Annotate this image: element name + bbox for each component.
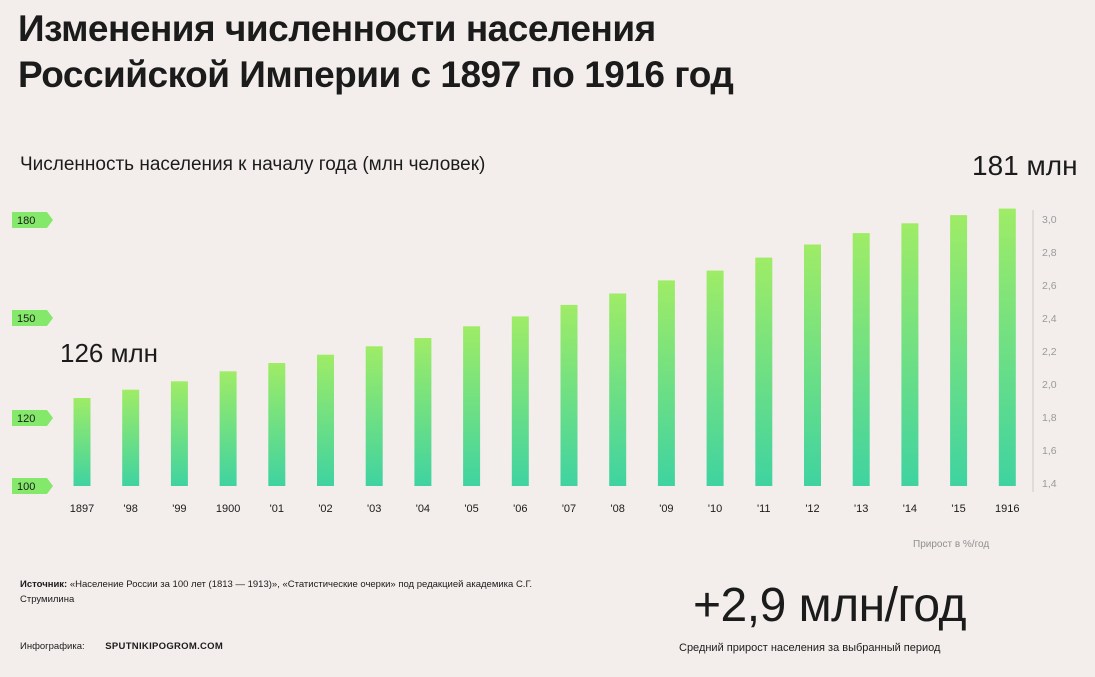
- x-tick-label-9: '06: [513, 503, 527, 515]
- bar-6: [365, 346, 383, 486]
- bar-7: [414, 338, 432, 486]
- bar-17: [901, 223, 919, 487]
- bar-10: [560, 304, 578, 486]
- right-axis-tick-label-3: 2,0: [1042, 379, 1057, 391]
- bar-12: [657, 280, 675, 486]
- left-axis-tick-label-3: 180: [17, 215, 35, 227]
- growth-caption: Средний прирост населения за выбранный п…: [679, 642, 941, 654]
- left-axis-badge-1: [12, 410, 53, 426]
- left-axis-tick-2: 150: [12, 310, 53, 326]
- bar-16: [852, 233, 870, 486]
- bar-5: [317, 354, 334, 486]
- x-tick-label-4: '01: [270, 503, 284, 515]
- x-tick-label-5: '02: [318, 503, 332, 515]
- source-note: Источник: «Население России за 100 лет (…: [20, 577, 560, 607]
- x-tick-label-16: '13: [854, 503, 868, 515]
- x-tick-label-6: '03: [367, 503, 381, 515]
- right-axis-tick-label-2: 1,8: [1042, 412, 1057, 424]
- left-axis-tick-3: 180: [12, 212, 53, 228]
- right-axis-title: Прирост в %/год: [913, 539, 990, 550]
- left-axis-tick-label-1: 120: [17, 413, 35, 425]
- x-tick-label-7: '04: [416, 503, 430, 515]
- x-tick-label-12: '09: [659, 503, 673, 515]
- x-tick-label-14: '11: [757, 503, 771, 515]
- bar-11: [609, 293, 627, 486]
- left-axis-tick-0: 100: [12, 478, 53, 494]
- x-tick-label-8: '05: [464, 503, 478, 515]
- right-axis-tick-label-1: 1,6: [1042, 445, 1057, 457]
- bar-15: [804, 244, 821, 486]
- left-axis-badge-2: [12, 310, 53, 326]
- bar-8: [463, 326, 481, 486]
- x-tick-label-2: '99: [172, 503, 186, 515]
- callout-start-value: 126 млн: [60, 338, 159, 368]
- x-tick-label-13: '10: [708, 503, 722, 515]
- right-axis-tick-label-8: 3,0: [1042, 214, 1057, 226]
- infographic-label: Инфографика:: [20, 641, 85, 652]
- left-axis-tick-1: 120: [12, 410, 53, 426]
- left-axis-badge-3: [12, 212, 53, 228]
- left-axis-tick-label-2: 150: [17, 313, 35, 325]
- right-axis-tick-label-5: 2,4: [1042, 313, 1057, 325]
- x-tick-label-19: 1916: [995, 503, 1019, 515]
- x-tick-label-3: 1900: [216, 503, 240, 515]
- infographic-site-link[interactable]: SPUTNIKIPOGROM.COM: [105, 641, 224, 652]
- bar-2: [170, 381, 188, 486]
- right-axis-tick-label-4: 2,2: [1042, 346, 1057, 358]
- bar-1: [122, 389, 140, 486]
- bar-0: [73, 398, 91, 486]
- chart-title-line2: Российской Империи с 1897 по 1916 год: [18, 54, 734, 95]
- callout-end-value: 181 млн: [972, 150, 1078, 181]
- source-label: Источник:: [20, 579, 68, 590]
- left-axis-badge-0: [12, 478, 53, 494]
- right-axis-tick-label-6: 2,6: [1042, 280, 1057, 292]
- chart-title: Изменения численности населения Российск…: [18, 6, 734, 98]
- bar-18: [950, 215, 968, 486]
- x-tick-label-15: '12: [805, 503, 819, 515]
- infographic-credit: Инфографика: SPUTNIKIPOGROM.COM: [20, 641, 223, 652]
- bar-19: [998, 208, 1016, 486]
- x-tick-label-0: 1897: [70, 503, 94, 515]
- growth-value: +2,9 млн/год: [693, 579, 967, 632]
- x-tick-label-11: '08: [611, 503, 625, 515]
- left-axis-tick-label-0: 100: [17, 481, 35, 493]
- bar-3: [219, 371, 237, 486]
- bar-13: [706, 270, 724, 486]
- bar-9: [511, 316, 529, 486]
- bar-14: [755, 257, 773, 486]
- x-tick-label-1: '98: [124, 503, 138, 515]
- chart-title-line1: Изменения численности населения: [18, 8, 656, 49]
- source-text: «Население России за 100 лет (1813 — 191…: [20, 579, 533, 605]
- x-tick-label-10: '07: [562, 503, 576, 515]
- right-axis-tick-label-0: 1,4: [1042, 478, 1057, 490]
- right-axis-tick-label-7: 2,8: [1042, 247, 1057, 259]
- bar-4: [268, 363, 286, 486]
- chart-subtitle: Численность населения к началу года (млн…: [20, 154, 486, 175]
- x-tick-label-17: '14: [903, 503, 917, 515]
- x-tick-label-18: '15: [951, 503, 965, 515]
